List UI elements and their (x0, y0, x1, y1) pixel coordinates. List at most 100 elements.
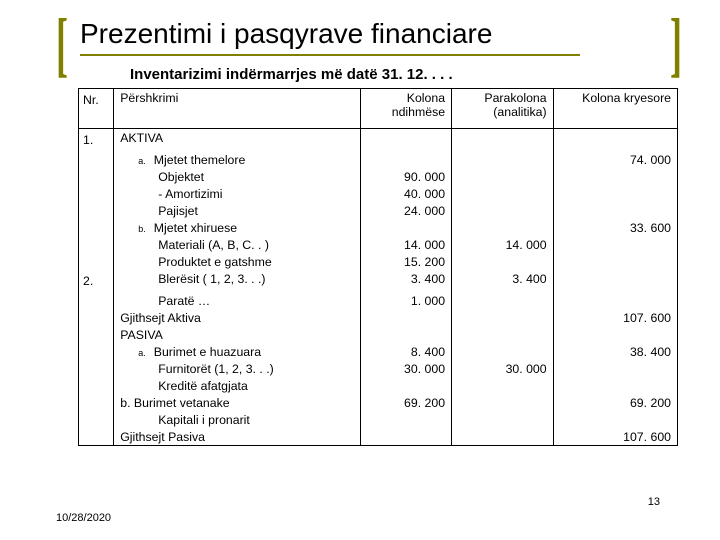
cell-analytic (452, 326, 554, 343)
cell-help: 3. 400 (360, 270, 451, 292)
cell-analytic (452, 343, 554, 360)
cell-nr: 2. (79, 270, 114, 292)
cell-help: 1. 000 (360, 292, 451, 309)
cell-nr (79, 343, 114, 360)
cell-main (553, 253, 677, 270)
cell-analytic (452, 394, 554, 411)
cell-main (553, 360, 677, 377)
cell-desc: a.Mjetet themelore (114, 151, 361, 168)
cell-main (553, 129, 677, 152)
cell-desc: AKTIVA (114, 129, 361, 152)
cell-help (360, 151, 451, 168)
cell-desc: Materiali (A, B, C. . ) (114, 236, 361, 253)
cell-main (553, 236, 677, 253)
cell-main: 38. 400 (553, 343, 677, 360)
cell-main (553, 185, 677, 202)
cell-main: 33. 600 (553, 219, 677, 236)
cell-desc: Produktet e gatshme (114, 253, 361, 270)
cell-main: 107. 600 (553, 309, 677, 326)
cell-analytic: 14. 000 (452, 236, 554, 253)
cell-analytic (452, 253, 554, 270)
cell-help: 14. 000 (360, 236, 451, 253)
cell-desc: - Amortizimi (114, 185, 361, 202)
cell-help (360, 129, 451, 152)
cell-nr (79, 411, 114, 428)
inventory-table: Nr. Përshkrimi Kolona ndihmëse Parakolon… (78, 88, 678, 446)
cell-main (553, 292, 677, 309)
cell-analytic (452, 219, 554, 236)
cell-help: 24. 000 (360, 202, 451, 219)
cell-nr (79, 377, 114, 394)
cell-main (553, 326, 677, 343)
cell-nr (79, 236, 114, 253)
cell-help: 90. 000 (360, 168, 451, 185)
cell-desc: Objektet (114, 168, 361, 185)
cell-main: 107. 600 (553, 428, 677, 446)
cell-main (553, 168, 677, 185)
cell-main (553, 270, 677, 292)
footer-date: 10/28/2020 (56, 512, 111, 524)
cell-nr (79, 168, 114, 185)
th-col2: Parakolona (analitika) (452, 89, 554, 129)
cell-help (360, 411, 451, 428)
cell-analytic (452, 129, 554, 152)
cell-desc: b.Mjetet xhiruese (114, 219, 361, 236)
cell-nr (79, 151, 114, 168)
cell-analytic (452, 309, 554, 326)
cell-desc: b. Burimet vetanake (114, 394, 361, 411)
cell-nr (79, 253, 114, 270)
cell-desc: Pajisjet (114, 202, 361, 219)
subtitle: Inventarizimi indërmarrjes më datë 31. 1… (130, 66, 720, 83)
cell-analytic (452, 292, 554, 309)
cell-main (553, 202, 677, 219)
cell-help (360, 309, 451, 326)
cell-nr (79, 360, 114, 377)
cell-nr (79, 292, 114, 309)
cell-desc: Paratë … (114, 292, 361, 309)
cell-help: 40. 000 (360, 185, 451, 202)
cell-analytic (452, 168, 554, 185)
cell-help (360, 326, 451, 343)
page-title: Prezentimi i pasqyrave financiare (80, 18, 580, 56)
cell-desc: Kreditë afatgjata (114, 377, 361, 394)
cell-analytic (452, 185, 554, 202)
cell-nr (79, 219, 114, 236)
cell-nr (79, 309, 114, 326)
th-nr: Nr. (79, 89, 114, 129)
cell-desc: PASIVA (114, 326, 361, 343)
cell-desc: Gjithsejt Pasiva (114, 428, 361, 446)
cell-analytic (452, 428, 554, 446)
cell-main: 74. 000 (553, 151, 677, 168)
cell-main (553, 411, 677, 428)
cell-desc: Kapitali i pronarit (114, 411, 361, 428)
cell-desc: Furnitorët (1, 2, 3. . .) (114, 360, 361, 377)
footer-page: 13 (648, 496, 660, 508)
cell-analytic: 30. 000 (452, 360, 554, 377)
bracket-left-icon: [ (56, 8, 68, 80)
cell-main (553, 377, 677, 394)
cell-help: 15. 200 (360, 253, 451, 270)
cell-help (360, 219, 451, 236)
cell-help: 8. 400 (360, 343, 451, 360)
cell-analytic (452, 377, 554, 394)
cell-desc: Gjithsejt Aktiva (114, 309, 361, 326)
cell-analytic (452, 151, 554, 168)
cell-main: 69. 200 (553, 394, 677, 411)
cell-help (360, 377, 451, 394)
cell-help: 69. 200 (360, 394, 451, 411)
cell-desc: a.Burimet e huazuara (114, 343, 361, 360)
cell-help: 30. 000 (360, 360, 451, 377)
cell-nr: 1. (79, 129, 114, 152)
cell-nr (79, 428, 114, 446)
th-col3: Kolona kryesore (553, 89, 677, 129)
cell-nr (79, 185, 114, 202)
cell-nr (79, 202, 114, 219)
cell-desc: Blerësit ( 1, 2, 3. . .) (114, 270, 361, 292)
cell-analytic (452, 411, 554, 428)
cell-nr (79, 326, 114, 343)
bracket-right-icon: ] (670, 8, 682, 80)
cell-analytic (452, 202, 554, 219)
th-col1: Kolona ndihmëse (360, 89, 451, 129)
cell-nr (79, 394, 114, 411)
cell-help (360, 428, 451, 446)
